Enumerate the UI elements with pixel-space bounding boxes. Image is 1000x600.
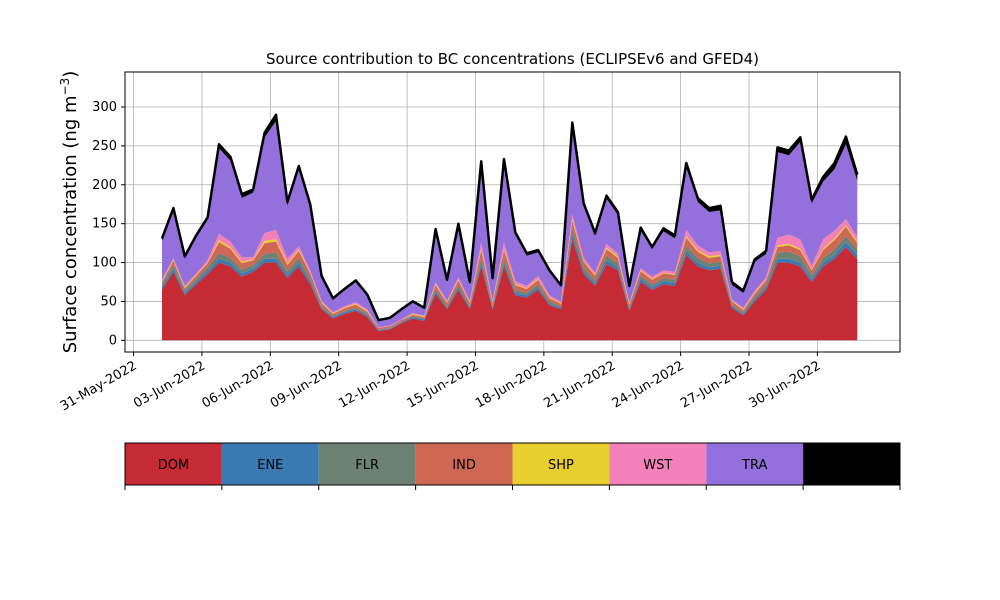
plot-area: 0 50 100 150 200 250 300 31-May-202203-Jun-202… [58,71,901,414]
legend-label-wst: WST [643,458,672,473]
x-tick-label: 09-Jun-2022 [268,358,345,411]
y-tick-label: 200 [92,178,117,193]
legend-label-dom: DOM [158,458,189,473]
legend-swatch-tra [706,443,804,485]
y-axis-label-close: ) [60,71,81,78]
legend-label-ene: ENE [257,458,283,473]
legend-swatch-ind [415,443,513,485]
legend-swatch-shp [512,443,610,485]
x-tick-label: 15-Jun-2022 [405,358,482,411]
area-series-wst [162,214,858,328]
x-tick-label: 12-Jun-2022 [336,358,413,411]
y-axis-label-main: Surface concentration (ng m [60,95,81,353]
legend-swatch-bb [803,443,900,485]
chart-title: Source contribution to BC concentrations… [266,50,759,68]
source-legend: DOM ENE FLR IND SHP WST TRA BB [124,442,901,490]
x-tick-label: 18-Jun-2022 [473,358,550,411]
x-tick-label: 31-May-2022 [58,358,140,414]
legend-swatch-wst [609,443,707,485]
legend-swatch-ene [221,443,319,485]
x-tick-label: 27-Jun-2022 [678,358,755,411]
y-tick-label: 300 [92,100,117,115]
x-tick-label: 30-Jun-2022 [747,358,824,411]
y-axis-label-superscript: −3 [58,78,72,96]
y-tick-label: 0 [109,333,117,348]
y-tick-label: 50 [100,294,117,309]
x-axis-ticks: 31-May-202203-Jun-202206-Jun-202209-Jun-… [58,352,824,414]
x-tick-label: 24-Jun-2022 [610,358,687,411]
x-tick-label: 03-Jun-2022 [131,358,208,411]
legend-label-ind: IND [452,458,476,473]
y-axis-ticks: 0 50 100 150 200 250 300 [92,100,125,348]
legend-swatch-flr [318,443,416,485]
y-tick-label: 250 [92,139,117,154]
x-tick-label: 06-Jun-2022 [199,358,276,411]
y-tick-label: 150 [92,217,117,232]
y-axis-label: Surface concentration (ng m−3) [58,71,81,354]
legend-label-bb: BB [843,458,861,473]
area-series-ind [162,220,858,330]
area-series-shp [162,219,858,328]
y-tick-label: 100 [92,256,117,271]
total-concentration-line [160,113,859,322]
area-series-dom [162,239,858,341]
x-tick-label: 21-Jun-2022 [541,358,618,411]
legend-label-tra: TRA [741,458,767,473]
legend-label-flr: FLR [355,458,379,473]
legend-label-shp: SHP [548,458,574,473]
stacked-areas [162,114,858,341]
total-outline [160,113,859,322]
plot-frame [124,71,901,353]
area-series-tra [162,121,858,328]
legend-swatch-dom [125,443,222,485]
